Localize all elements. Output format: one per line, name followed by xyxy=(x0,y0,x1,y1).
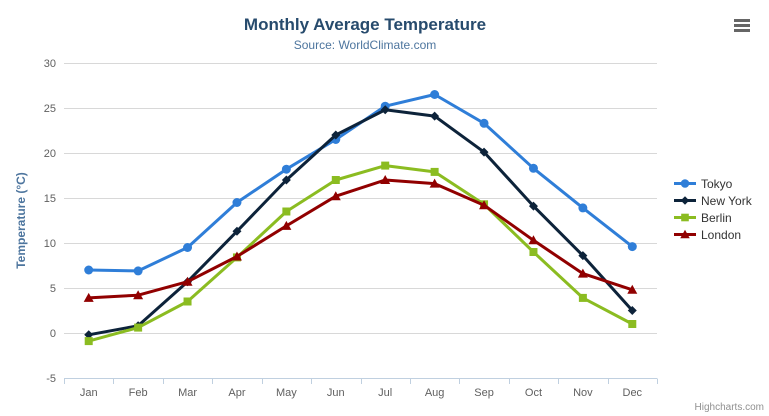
x-axis-tick-label: Aug xyxy=(425,387,445,399)
data-point-london[interactable] xyxy=(479,200,490,210)
y-axis-tick-label: 10 xyxy=(44,238,56,250)
legend-marker-london xyxy=(680,229,690,239)
data-point-tokyo[interactable] xyxy=(479,118,489,128)
data-point-berlin[interactable] xyxy=(381,161,390,170)
x-axis-tick-label: Mar xyxy=(178,387,197,399)
chart-title: Monthly Average Temperature xyxy=(243,15,487,34)
data-point-new-york[interactable] xyxy=(479,147,489,157)
series-tokyo xyxy=(84,90,637,276)
x-axis-tick-label: Nov xyxy=(573,387,593,399)
y-axis-tick-label: 20 xyxy=(44,148,56,160)
chart-context-menu-button[interactable] xyxy=(733,18,751,32)
legend-marker-new-york xyxy=(680,196,690,205)
x-axis-tick-label: Jul xyxy=(378,387,392,399)
data-point-tokyo[interactable] xyxy=(627,242,637,252)
data-point-new-york[interactable] xyxy=(528,201,538,211)
data-point-new-york[interactable] xyxy=(84,330,94,340)
data-point-london[interactable] xyxy=(577,268,588,278)
series-line-london xyxy=(87,178,634,300)
data-point-berlin[interactable] xyxy=(183,297,192,306)
data-point-berlin[interactable] xyxy=(578,293,587,302)
x-axis-tick-label: Oct xyxy=(525,387,542,399)
data-point-berlin[interactable] xyxy=(628,320,637,328)
data-point-london[interactable] xyxy=(528,235,539,245)
data-point-berlin[interactable] xyxy=(331,176,340,184)
data-point-london[interactable] xyxy=(330,191,341,201)
data-point-london[interactable] xyxy=(281,220,292,230)
series-line-new-york xyxy=(87,108,634,337)
data-point-tokyo[interactable] xyxy=(578,203,588,213)
data-point-london[interactable] xyxy=(182,276,193,286)
legend-label-berlin: Berlin xyxy=(701,210,732,225)
legend-item-berlin[interactable]: Berlin xyxy=(674,209,752,226)
diamond-marker-icon xyxy=(674,196,696,205)
data-point-tokyo[interactable] xyxy=(133,266,143,276)
series-new-york xyxy=(84,105,637,340)
data-point-berlin[interactable] xyxy=(529,248,538,256)
data-point-tokyo[interactable] xyxy=(232,198,242,207)
square-marker-icon xyxy=(674,213,696,222)
data-point-tokyo[interactable] xyxy=(84,265,94,275)
data-point-new-york[interactable] xyxy=(331,130,341,140)
credits-link[interactable]: Highcharts.com xyxy=(694,402,764,413)
x-axis-tick-label: Feb xyxy=(129,387,148,399)
hamburger-icon xyxy=(734,18,750,22)
data-point-london[interactable] xyxy=(231,251,242,261)
x-axis-tick-label: Jun xyxy=(327,387,345,399)
x-axis-tick-label: Dec xyxy=(623,387,643,399)
x-axis-tick-label: Jan xyxy=(80,387,98,399)
data-point-london[interactable] xyxy=(83,292,94,302)
legend-label-london: London xyxy=(701,227,742,242)
y-axis-tick-label: -5 xyxy=(46,373,56,385)
data-point-berlin[interactable] xyxy=(134,323,143,332)
data-point-new-york[interactable] xyxy=(281,175,291,185)
triangle-marker-icon xyxy=(674,229,696,239)
legend-item-london[interactable]: London xyxy=(674,226,752,243)
data-point-new-york[interactable] xyxy=(232,226,242,236)
y-axis-tick-label: 25 xyxy=(44,103,56,115)
legend-marker-tokyo xyxy=(680,179,690,188)
legend-label-new-york: New York xyxy=(701,193,752,208)
data-point-berlin[interactable] xyxy=(282,207,291,216)
chart-legend: Tokyo New York Berlin London xyxy=(674,175,752,243)
data-point-tokyo[interactable] xyxy=(430,90,440,99)
y-axis-tick-label: 15 xyxy=(44,193,56,205)
data-point-london[interactable] xyxy=(627,284,638,294)
data-point-berlin[interactable] xyxy=(430,167,439,176)
series-berlin xyxy=(84,161,637,346)
legend-item-tokyo[interactable]: Tokyo xyxy=(674,175,752,192)
data-point-tokyo[interactable] xyxy=(183,243,193,252)
series-london xyxy=(83,175,638,302)
x-axis-tick-label: Sep xyxy=(474,387,494,399)
data-point-tokyo[interactable] xyxy=(281,164,291,174)
data-point-london[interactable] xyxy=(380,175,391,184)
data-point-london[interactable] xyxy=(429,178,440,188)
data-point-tokyo[interactable] xyxy=(528,163,538,173)
data-point-new-york[interactable] xyxy=(578,251,588,261)
circle-marker-icon xyxy=(674,179,696,188)
y-axis-tick-label: 30 xyxy=(44,58,56,70)
chart-subtitle: Source: WorldClimate.com xyxy=(293,38,437,52)
y-axis-title: Temperature (°C) xyxy=(14,172,28,269)
y-axis-tick-label: 0 xyxy=(50,328,56,340)
data-point-new-york[interactable] xyxy=(430,111,440,121)
legend-marker-berlin xyxy=(681,213,689,222)
data-point-new-york[interactable] xyxy=(380,105,390,115)
x-axis-tick-label: May xyxy=(276,387,297,399)
x-axis-tick-label: Apr xyxy=(228,387,245,399)
y-axis-tick-label: 5 xyxy=(50,283,56,295)
hamburger-icon xyxy=(734,28,750,32)
data-point-london[interactable] xyxy=(133,290,144,300)
data-point-berlin[interactable] xyxy=(84,337,93,346)
series-line-berlin xyxy=(87,164,634,343)
data-point-new-york[interactable] xyxy=(627,306,637,315)
legend-label-tokyo: Tokyo xyxy=(701,176,733,191)
legend-item-new-york[interactable]: New York xyxy=(674,192,752,209)
hamburger-icon xyxy=(734,23,750,27)
